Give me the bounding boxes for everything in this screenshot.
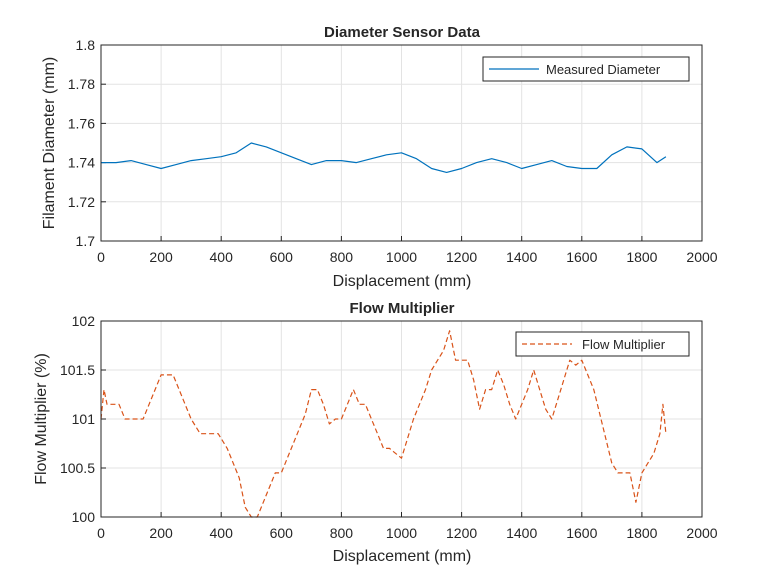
diameter-chart: Diameter Sensor Data 0 200 400 600 800 1000 12… xyxy=(41,24,718,290)
flow-x-tick-label: 800 xyxy=(330,525,354,541)
flow-x-axis-label: Displacement (mm) xyxy=(333,548,472,565)
diameter-plot-frame xyxy=(100,44,703,242)
diameter-x-tick-label: 1800 xyxy=(626,249,657,265)
diameter-x-tick-label: 1400 xyxy=(506,249,537,265)
flow-series xyxy=(100,330,667,518)
diameter-series-line xyxy=(101,142,667,173)
diameter-x-tick-label: 1200 xyxy=(446,249,477,265)
flow-x-tick-label: 1400 xyxy=(506,525,537,541)
flow-x-tick-label: 600 xyxy=(270,525,294,541)
flow-legend: Flow Multiplier xyxy=(515,331,690,357)
diameter-chart-title: Diameter Sensor Data xyxy=(324,24,481,41)
flow-x-tick-label: 400 xyxy=(210,525,234,541)
diameter-x-tick-label: 1000 xyxy=(386,249,417,265)
flow-plot-frame xyxy=(100,320,703,518)
diameter-y-tick-label: 1.78 xyxy=(68,76,95,92)
diameter-x-ticks: 0 200 400 600 800 1000 1200 1400 1600 1800 2000 xyxy=(97,236,718,265)
diameter-y-tick-label: 1.8 xyxy=(76,37,96,53)
flow-x-tick-label: 1800 xyxy=(626,525,657,541)
flow-chart: Flow Multiplier 0 200 400 600 800 1000 1200 140… xyxy=(33,300,718,565)
flow-y-tick-label: 100.5 xyxy=(60,460,95,476)
flow-y-tick-label: 102 xyxy=(72,313,96,329)
flow-x-tick-label: 1600 xyxy=(566,525,597,541)
diameter-y-ticks: 1.7 1.72 1.74 1.76 1.78 1.8 xyxy=(68,37,106,249)
flow-y-tick-label: 101 xyxy=(72,411,96,427)
diameter-legend-label: Measured Diameter xyxy=(546,62,661,77)
flow-chart-title: Flow Multiplier xyxy=(350,300,455,317)
flow-x-tick-label: 2000 xyxy=(686,525,717,541)
diameter-x-tick-label: 800 xyxy=(330,249,354,265)
flow-x-tick-label: 200 xyxy=(149,525,173,541)
diameter-x-tick-label: 400 xyxy=(210,249,234,265)
diameter-x-tick-label: 2000 xyxy=(686,249,717,265)
diameter-x-tick-label: 1600 xyxy=(566,249,597,265)
flow-x-tick-label: 0 xyxy=(97,525,105,541)
flow-y-tick-label: 101.5 xyxy=(60,362,95,378)
diameter-x-tick-label: 0 xyxy=(97,249,105,265)
flow-x-tick-label: 1000 xyxy=(386,525,417,541)
flow-y-ticks: 100 100.5 101 101.5 102 xyxy=(60,313,106,525)
diameter-x-tick-label: 600 xyxy=(270,249,294,265)
diameter-legend: Measured Diameter xyxy=(482,56,690,82)
diameter-y-tick-label: 1.76 xyxy=(68,115,95,131)
flow-y-axis-label: Flow Multiplier (%) xyxy=(33,353,50,485)
flow-x-ticks: 0 200 400 600 800 1000 1200 1400 1600 1800 2000 xyxy=(97,512,718,541)
flow-y-tick-label: 100 xyxy=(72,509,96,525)
flow-x-tick-label: 1200 xyxy=(446,525,477,541)
flow-series-line xyxy=(100,330,667,518)
diameter-series xyxy=(101,142,667,173)
flow-legend-box xyxy=(515,331,690,357)
flow-legend-label: Flow Multiplier xyxy=(582,337,666,352)
diameter-x-axis-label: Displacement (mm) xyxy=(333,273,472,290)
diameter-x-tick-label: 200 xyxy=(149,249,173,265)
diameter-y-tick-label: 1.7 xyxy=(76,233,96,249)
diameter-y-axis-label: Filament Diameter (mm) xyxy=(41,57,58,229)
diameter-y-tick-label: 1.72 xyxy=(68,194,95,210)
diameter-y-tick-label: 1.74 xyxy=(68,155,95,171)
